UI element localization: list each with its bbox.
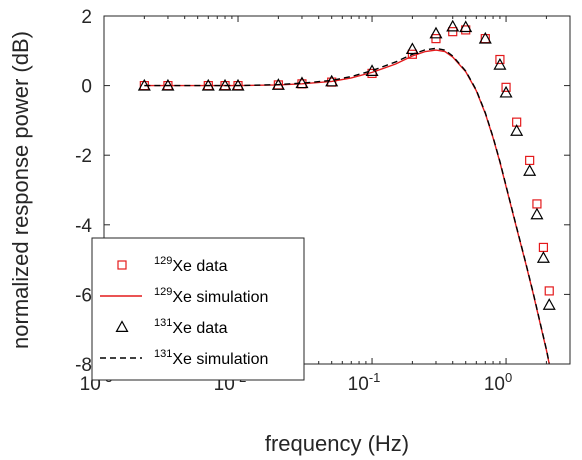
y-tick-label: -6 xyxy=(75,285,92,306)
legend-entry-label: 131Xe simulation xyxy=(154,348,268,368)
x-axis-label: frequency (Hz) xyxy=(265,431,409,456)
y-tick-label: -4 xyxy=(75,216,92,237)
y-tick-label: 2 xyxy=(81,7,92,28)
y-axis-label: normalized response power (dB) xyxy=(8,31,33,349)
data-point xyxy=(365,64,379,76)
data-point xyxy=(542,298,556,310)
axes-box xyxy=(103,15,571,365)
data-point xyxy=(544,286,554,296)
data-point xyxy=(448,27,458,37)
data-point xyxy=(523,164,537,176)
data-point xyxy=(405,42,419,55)
data-point xyxy=(510,124,524,136)
data-point xyxy=(499,85,513,98)
data-point xyxy=(459,20,473,33)
data-point xyxy=(446,19,460,32)
data-point xyxy=(478,31,492,44)
legend: 129Xe data 129Xe simulation 131Xe data 131X… xyxy=(91,237,305,381)
legend-box xyxy=(91,237,305,381)
data-point xyxy=(495,54,505,65)
plot-area xyxy=(137,19,556,364)
legend-marker-swatch xyxy=(115,320,129,332)
y-tick-label: 0 xyxy=(81,77,92,98)
data-point xyxy=(493,57,507,70)
data-point xyxy=(536,251,550,263)
y-tick-label: -2 xyxy=(75,146,92,167)
legend-entry-label: 129Xe data xyxy=(154,255,228,275)
data-point xyxy=(501,82,511,92)
data-point xyxy=(429,26,443,39)
x-tick-label: 10-1 xyxy=(348,370,381,395)
data-point xyxy=(431,34,441,44)
series-3 xyxy=(144,47,550,364)
series-line xyxy=(144,47,550,364)
x-tick-label: 100 xyxy=(484,370,512,395)
data-point xyxy=(530,207,544,220)
legend-entry-label: 131Xe data xyxy=(154,317,228,337)
legend-marker-swatch xyxy=(117,260,127,270)
y-tick-label: -8 xyxy=(75,355,92,376)
legend-entry-label: 129Xe simulation xyxy=(154,286,268,306)
